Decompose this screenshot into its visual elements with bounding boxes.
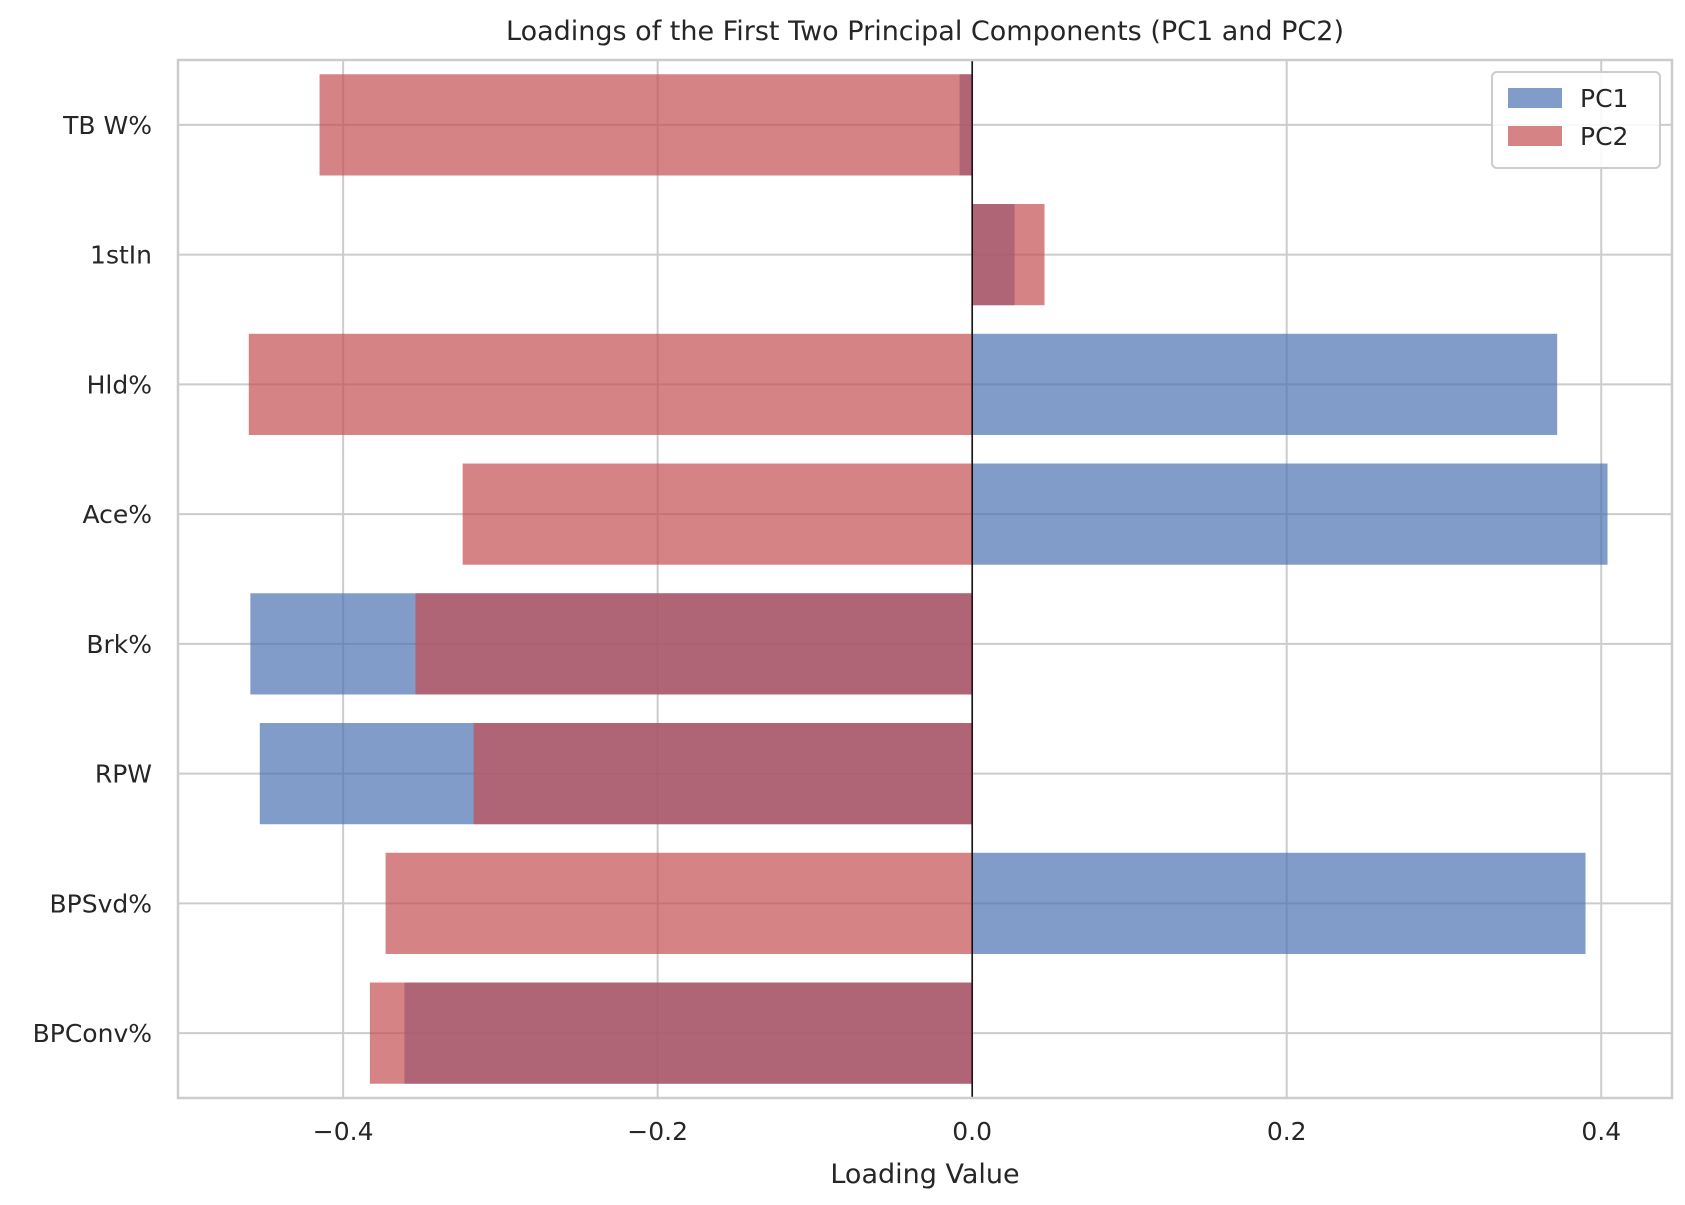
- legend-swatch-pc2: [1508, 126, 1562, 146]
- y-tick-label: Ace%: [82, 500, 152, 529]
- x-tick-label: 0.2: [1267, 1117, 1307, 1146]
- y-tick-label: Brk%: [86, 630, 152, 659]
- bar-pc2-2: [248, 333, 973, 435]
- legend-label-pc1: PC1: [1580, 84, 1628, 113]
- plot-frame: [176, 58, 1674, 1100]
- bar-pc2-0: [319, 74, 973, 176]
- bar-pc2-7: [369, 982, 973, 1084]
- y-tick-label: BPConv%: [33, 1019, 152, 1048]
- legend-box: [1491, 71, 1661, 169]
- bar-pc2-1: [972, 204, 1045, 306]
- x-axis-title: Loading Value: [830, 1159, 1019, 1190]
- axes-frame: [176, 58, 1674, 1100]
- bar-pc2-3: [462, 463, 973, 565]
- y-tick-labels: TB W% 1stIn Hld% Ace% Brk% RPW BPSvd% BPConv%: [33, 111, 152, 1048]
- y-tick-label: 1stIn: [90, 241, 152, 270]
- bar-pc2-5: [473, 723, 973, 825]
- bar-pc1-3: [972, 463, 1608, 565]
- y-tick-label: TB W%: [62, 111, 152, 140]
- legend-label-pc2: PC2: [1580, 122, 1628, 151]
- x-tick-label: −0.2: [627, 1117, 688, 1146]
- x-tick-label: 0.4: [1581, 1117, 1621, 1146]
- bar-pc2-6: [385, 852, 973, 954]
- bar-pc2-4: [415, 593, 973, 695]
- x-tick-labels: −0.4 −0.2 0.0 0.2 0.4: [313, 1117, 1621, 1146]
- x-tick-label: −0.4: [313, 1117, 374, 1146]
- y-tick-label: Hld%: [87, 370, 152, 399]
- bar-pc1-2: [972, 333, 1558, 435]
- x-tick-label: 0.0: [952, 1117, 992, 1146]
- y-tick-label: RPW: [95, 760, 152, 789]
- y-tick-label: BPSvd%: [49, 889, 152, 918]
- bars: [248, 74, 1608, 1084]
- bar-pc1-6: [972, 852, 1586, 954]
- legend-swatch-pc1: [1508, 88, 1562, 108]
- chart-title: Loadings of the First Two Principal Comp…: [506, 16, 1344, 47]
